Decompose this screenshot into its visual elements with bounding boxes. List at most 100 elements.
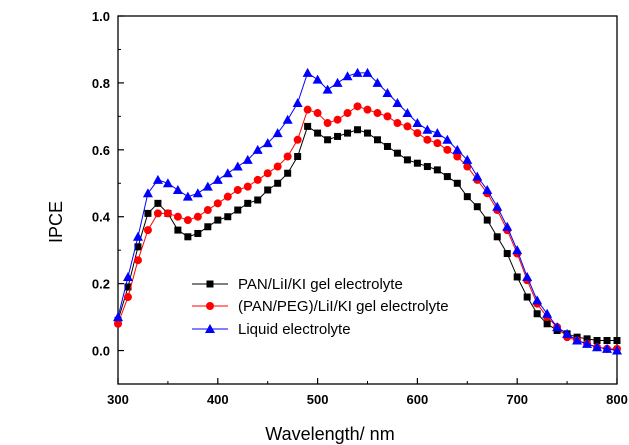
data-point bbox=[143, 226, 152, 235]
x-axis-title: Wavelength/ nm bbox=[265, 424, 394, 444]
legend-label: (PAN/PEG)/LiI/KI gel electrolyte bbox=[238, 298, 449, 315]
data-point bbox=[142, 188, 153, 198]
data-point bbox=[132, 231, 143, 241]
data-point bbox=[282, 114, 293, 124]
y-tick-label: 0.8 bbox=[92, 76, 110, 91]
data-point bbox=[152, 174, 163, 184]
data-point bbox=[613, 337, 621, 345]
data-point bbox=[122, 271, 133, 281]
data-point bbox=[443, 145, 452, 154]
data-point bbox=[513, 273, 521, 281]
data-point bbox=[562, 328, 573, 338]
data-point bbox=[523, 293, 531, 301]
legend-label: PAN/LiI/KI gel electrolyte bbox=[238, 276, 403, 293]
data-point bbox=[244, 199, 252, 207]
data-point bbox=[173, 212, 182, 221]
data-point bbox=[172, 184, 183, 194]
data-point bbox=[353, 102, 362, 111]
data-point bbox=[483, 216, 491, 224]
data-point bbox=[222, 168, 233, 178]
data-point bbox=[472, 171, 483, 181]
data-point bbox=[362, 67, 373, 77]
data-point bbox=[242, 154, 253, 164]
data-point bbox=[123, 293, 132, 302]
data-point bbox=[302, 67, 313, 77]
data-point bbox=[322, 84, 333, 94]
data-point bbox=[153, 209, 162, 218]
data-point bbox=[463, 162, 472, 171]
data-point bbox=[482, 184, 493, 194]
data-point bbox=[393, 149, 401, 157]
data-point bbox=[252, 144, 263, 154]
data-point bbox=[272, 128, 283, 138]
legend: PAN/LiI/KI gel electrolyte (PAN/PEG)/LiI/… bbox=[192, 276, 449, 338]
data-point bbox=[433, 139, 442, 148]
data-point bbox=[343, 109, 352, 118]
data-point bbox=[453, 179, 461, 187]
data-point bbox=[512, 245, 523, 255]
x-tick-label: 400 bbox=[207, 392, 229, 407]
x-tick-label: 700 bbox=[506, 392, 528, 407]
data-point bbox=[522, 271, 533, 281]
data-point bbox=[253, 175, 262, 184]
data-point bbox=[174, 226, 182, 234]
data-point bbox=[224, 213, 232, 221]
data-point bbox=[344, 129, 352, 137]
y-tick-label: 0.2 bbox=[92, 277, 110, 292]
data-point bbox=[284, 169, 292, 177]
data-point bbox=[492, 201, 503, 211]
data-point bbox=[582, 338, 593, 348]
data-point bbox=[612, 345, 622, 355]
data-point bbox=[332, 77, 343, 87]
data-point bbox=[354, 126, 362, 134]
data-point bbox=[223, 192, 232, 201]
y-axis-title: IPCE bbox=[46, 201, 66, 243]
data-point bbox=[194, 229, 202, 237]
legend-label: Liquid electrolyte bbox=[238, 321, 351, 338]
x-tick-label: 800 bbox=[606, 392, 628, 407]
data-point bbox=[423, 135, 432, 144]
data-point bbox=[462, 154, 473, 164]
data-point bbox=[182, 191, 193, 201]
data-point bbox=[273, 162, 282, 171]
data-point bbox=[452, 144, 463, 154]
data-point bbox=[402, 108, 413, 118]
data-point bbox=[192, 188, 203, 198]
data-point bbox=[592, 342, 603, 352]
y-tick-label: 0.0 bbox=[92, 344, 110, 359]
data-point bbox=[334, 132, 342, 140]
data-point bbox=[184, 233, 192, 241]
x-axis: 300 400 500 600 700 800 bbox=[107, 378, 628, 407]
data-point bbox=[383, 112, 392, 121]
data-point bbox=[203, 206, 212, 215]
y-tick-label: 0.4 bbox=[92, 210, 111, 225]
data-point bbox=[243, 182, 252, 191]
data-point bbox=[202, 181, 213, 191]
data-point bbox=[532, 295, 543, 305]
data-point bbox=[293, 135, 302, 144]
data-point bbox=[383, 142, 391, 150]
data-point bbox=[134, 243, 142, 251]
data-point bbox=[313, 109, 322, 118]
data-point bbox=[303, 105, 312, 114]
data-point bbox=[503, 250, 511, 258]
data-point bbox=[294, 153, 302, 161]
y-tick-label: 0.6 bbox=[92, 143, 110, 158]
data-point bbox=[493, 233, 501, 241]
data-point bbox=[204, 223, 212, 231]
data-point bbox=[133, 256, 142, 265]
data-point bbox=[114, 319, 122, 328]
data-point bbox=[263, 169, 272, 178]
legend-marker bbox=[206, 280, 214, 288]
data-point bbox=[542, 308, 553, 318]
legend-marker bbox=[206, 302, 214, 310]
data-point bbox=[602, 343, 613, 353]
data-point bbox=[193, 212, 202, 221]
data-point bbox=[283, 152, 292, 161]
data-point bbox=[113, 312, 123, 322]
data-point bbox=[463, 193, 471, 201]
data-point bbox=[403, 156, 411, 164]
data-point bbox=[124, 283, 132, 291]
data-point bbox=[363, 105, 372, 114]
